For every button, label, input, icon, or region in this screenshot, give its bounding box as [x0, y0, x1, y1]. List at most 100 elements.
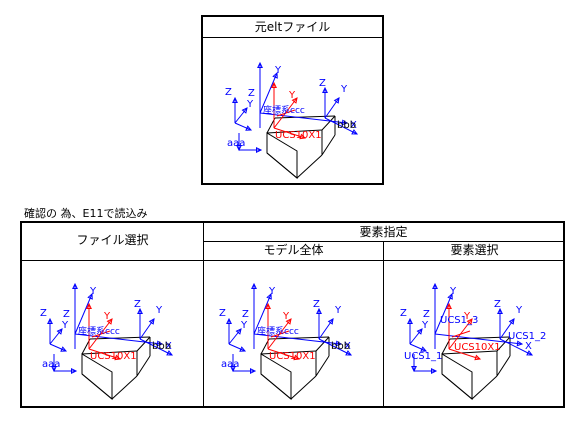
box-front-face — [441, 353, 473, 401]
comparison-table: ファイル選択 要素指定 モデル全体 要素選択 Z Y X Z Y Z Y Y 座標系ccc bbb… — [20, 221, 565, 408]
ucs-y-axis-head — [285, 318, 292, 325]
ucs-detail — [451, 330, 471, 338]
main-z-label: Z — [423, 309, 430, 320]
header-element-spec: 要素指定 — [359, 225, 408, 239]
main-x-axis-head — [341, 119, 349, 126]
right-y-label: Y — [340, 84, 348, 95]
left-y-axis-head — [235, 328, 242, 335]
right-z-axis-head — [497, 307, 503, 315]
ucs-detail — [270, 330, 290, 338]
bbb-label: bbb — [337, 120, 356, 131]
bbb-label: bbb — [331, 341, 350, 352]
left-z-axis-head — [226, 317, 232, 325]
left-y-label: Y — [61, 320, 69, 331]
left-y-axis-head — [56, 328, 63, 335]
right-y-axis — [324, 97, 340, 119]
main-x-label: X — [525, 341, 532, 352]
left-z-label: Z — [400, 308, 407, 319]
left-y-axis — [409, 328, 423, 345]
main-y-axis-head — [272, 71, 278, 79]
right-z-label: Z — [319, 78, 326, 89]
origin-label: 座標系ccc — [78, 325, 120, 337]
main-y-axis-head — [87, 292, 93, 300]
ucs1-1-label: UCS1_1 — [404, 351, 442, 362]
right-y-label: Y — [334, 305, 342, 316]
right-y-axis-head — [333, 97, 340, 104]
left-y-axis-head — [416, 328, 423, 335]
ucs-y-axis-head — [291, 97, 298, 104]
left-y-axis — [228, 328, 242, 345]
box-front-face — [81, 353, 113, 401]
ucs1-3-label: UCS1_3 — [440, 315, 478, 326]
col-divider-1 — [203, 223, 204, 406]
main-z-axis-head — [257, 61, 263, 69]
ucs-label: UCS10X1 — [454, 342, 501, 353]
source-elt-file-panel: 元eltファイル Z Y X Z Y Z Y Y 座標系ccc bbb aaa UCS10X1 — [201, 15, 384, 185]
left-x-axis — [49, 343, 67, 352]
box-edge — [315, 336, 330, 352]
box-edge — [266, 129, 323, 134]
main-z-label: Z — [248, 88, 255, 99]
ucs-y-axis-head — [466, 318, 473, 325]
bbb-label: bbb — [152, 341, 171, 352]
main-y-axis — [74, 293, 93, 335]
box-edge — [136, 336, 151, 352]
left-x-axis — [228, 343, 246, 352]
ucs-x-axis-head — [293, 354, 301, 361]
main-x-axis-head — [156, 340, 164, 347]
lower-x-axis-head — [255, 147, 263, 153]
header-whole-model: モデル全体 — [263, 243, 324, 257]
aaa-label: aaa — [42, 359, 60, 370]
left-y-axis — [49, 328, 63, 345]
ucs-x-axis-head — [114, 354, 122, 361]
lower-x-axis-head — [249, 368, 257, 374]
right-x-axis-head — [351, 129, 359, 135]
ucs-label: UCS10X1 — [90, 351, 137, 362]
header-file-select: ファイル選択 — [76, 233, 149, 247]
main-y-label: Y — [274, 65, 282, 76]
ucs-x-axis-head — [299, 133, 307, 140]
box-edge — [315, 355, 330, 377]
left-x-axis-head — [420, 346, 428, 352]
ucs-y-label: Y — [288, 90, 296, 101]
ucs-x-axis — [273, 127, 306, 139]
box-edge — [290, 375, 317, 400]
right-z-label: Z — [134, 299, 141, 310]
origin-label: 座標系ccc — [263, 104, 305, 116]
main-x-axis-head — [516, 340, 524, 347]
right-y-label: Y — [515, 305, 523, 316]
box-edge — [471, 375, 498, 400]
main-x-label: X — [165, 341, 172, 352]
box-edge — [321, 134, 336, 156]
main-z-label: Z — [242, 309, 249, 320]
left-z-axis-head — [407, 317, 413, 325]
main-z-axis-head — [251, 282, 257, 290]
main-y-axis — [253, 293, 272, 335]
ucs-y-label: Y — [282, 311, 290, 322]
main-y-label: Y — [268, 286, 276, 297]
main-y-axis — [434, 293, 453, 335]
ucs-y-label: Y — [463, 311, 471, 322]
lower-x-axis-head — [70, 368, 78, 374]
left-y-axis — [234, 107, 248, 124]
right-x-axis — [318, 338, 352, 356]
main-y-axis-head — [266, 292, 272, 300]
left-x-axis — [234, 122, 252, 131]
lower-z-axis-head — [236, 144, 242, 152]
group-header-divider — [204, 241, 563, 242]
right-z-axis-head — [322, 86, 328, 94]
aaa-label: aaa — [227, 138, 245, 149]
box-edge — [496, 336, 511, 352]
lower-x-axis-head — [430, 368, 438, 374]
right-z-axis-head — [316, 307, 322, 315]
origin-label: 座標系ccc — [257, 325, 299, 337]
left-x-axis-head — [245, 125, 253, 131]
main-y-label: Y — [449, 286, 457, 297]
ucs-detail — [91, 330, 111, 338]
ucs-x-axis — [88, 348, 121, 360]
right-y-axis-head — [148, 318, 155, 325]
